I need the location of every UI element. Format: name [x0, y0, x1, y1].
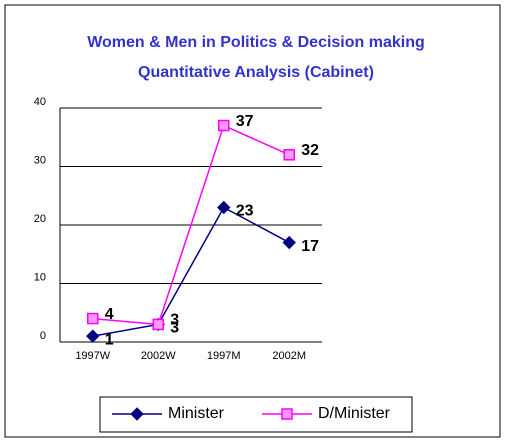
data-point — [218, 119, 230, 132]
series-line — [92, 206, 290, 337]
data-label: 1 — [105, 331, 114, 348]
y-tick-label: 40 — [34, 96, 46, 108]
legend-label: D/Minister — [318, 405, 391, 422]
y-tick-label: 20 — [34, 213, 46, 225]
data-point — [283, 149, 295, 161]
data-point — [152, 318, 164, 331]
data-label: 3 — [170, 320, 179, 337]
data-point — [282, 235, 296, 250]
x-tick-label: 1997W — [75, 350, 110, 362]
legend-marker — [281, 408, 293, 420]
chart-frame — [4, 4, 501, 438]
chart-subtitle: Quantitative Analysis (Cabinet) — [138, 64, 374, 81]
data-label: 3 — [170, 312, 179, 329]
data-point — [217, 200, 231, 215]
y-tick-label: 0 — [40, 330, 46, 342]
x-tick-label: 2002W — [141, 350, 176, 362]
data-point — [86, 329, 100, 343]
legend-label: Minister — [168, 405, 225, 422]
data-label: 23 — [236, 203, 254, 220]
x-tick-label: 2002M — [272, 350, 306, 362]
y-tick-label: 10 — [34, 271, 46, 283]
x-tick-label: 1997M — [207, 350, 241, 362]
data-label: 32 — [301, 142, 319, 159]
legend-marker — [130, 407, 144, 421]
chart-title: Women & Men in Politics & Decision makin… — [87, 34, 425, 51]
data-label: 37 — [236, 113, 254, 130]
data-label: 17 — [301, 238, 319, 255]
series-line — [92, 124, 290, 326]
data-label: 4 — [105, 306, 114, 323]
data-point — [87, 312, 99, 325]
y-tick-label: 30 — [34, 154, 46, 166]
